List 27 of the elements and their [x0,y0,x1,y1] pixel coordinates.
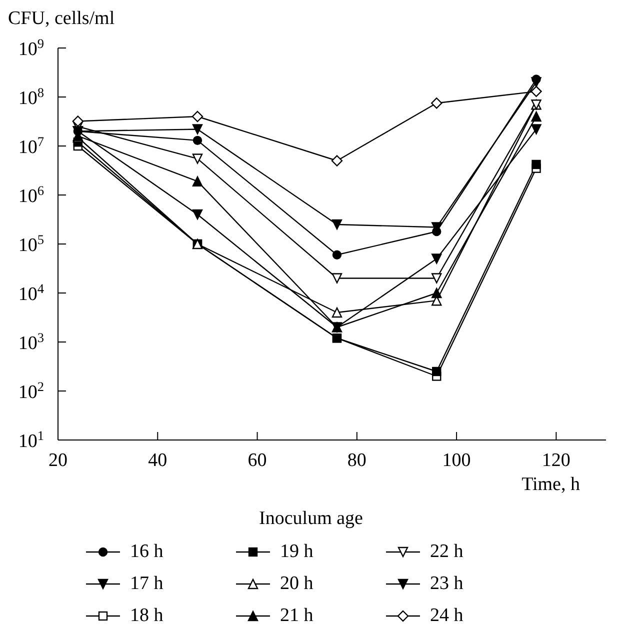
y-tick-label: 10$^{5}$ [18,232,44,256]
x-tick-label: 80 [347,450,366,471]
legend-label: 18 h [130,605,164,627]
x-tick-label: 100 [442,450,471,471]
y-tick-label: 10$^{3}$ [18,330,44,354]
y-tick-label: 10$^{1}$ [18,428,44,452]
legend-label: 22 h [430,541,464,563]
legend-label: 20 h [280,573,314,595]
x-tick-label: 60 [248,450,267,471]
legend-label: 24 h [430,605,464,627]
y-tick-label: 10$^{8}$ [18,84,44,109]
y-tick-label: 10$^{9}$ [18,36,44,60]
legend-label: 17 h [130,573,164,595]
y-tick-label: 10$^{4}$ [18,280,44,305]
legend-label: 16 h [130,541,164,563]
x-axis-title: Time, h [522,474,580,496]
x-tick-label: 20 [48,450,68,471]
y-tick-label: 10$^{7}$ [18,134,44,158]
legend-label: 23 h [430,573,464,595]
y-axis-title: CFU, cells/ml [8,8,115,30]
y-tick-label: 10$^{2}$ [18,378,44,403]
x-tick-label: 40 [148,450,168,471]
legend-title: Inoculum age [258,508,364,530]
legend-label: 21 h [280,605,314,627]
y-tick-label: 10$^{6}$ [18,182,44,207]
legend-label: 19 h [280,541,314,563]
x-tick-label: 120 [542,450,570,471]
